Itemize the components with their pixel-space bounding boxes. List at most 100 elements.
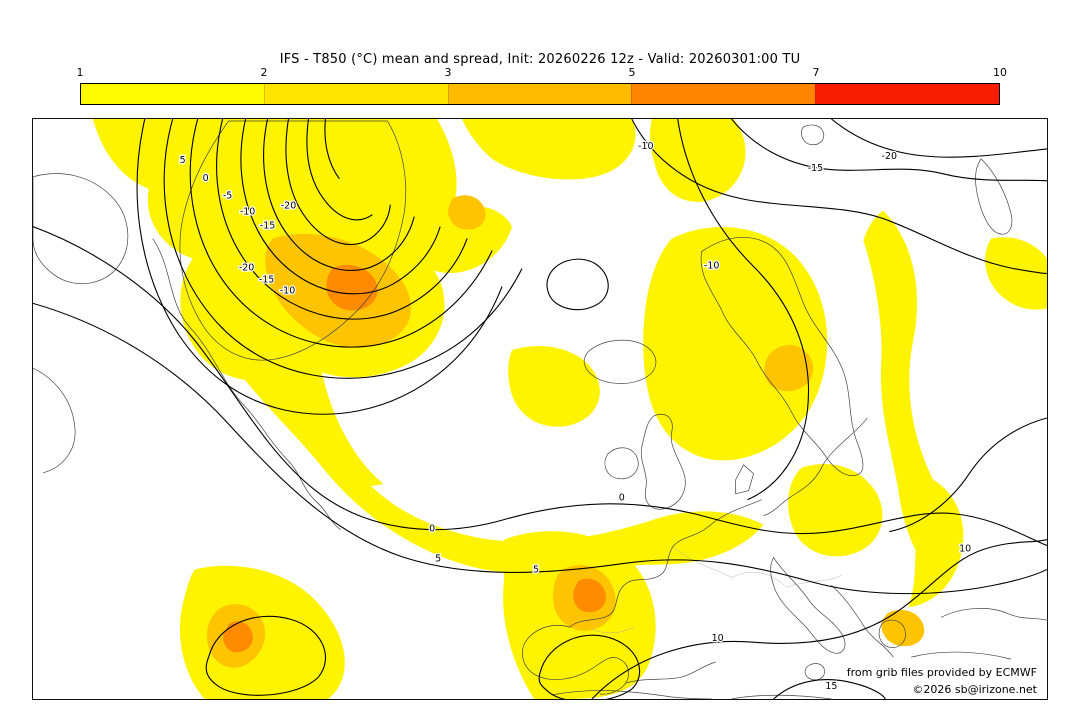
spread-shading-orange — [206, 195, 925, 668]
coastline-italy — [770, 556, 846, 654]
colorbar-tick-row: 1 2 3 5 7 10 — [76, 66, 1008, 83]
contour-line — [285, 119, 391, 246]
contour-label: -20 — [882, 151, 897, 162]
spread-max-spot — [223, 621, 253, 653]
coastline-north-africa — [551, 690, 712, 699]
colorbar-segment — [447, 84, 632, 104]
border-line — [731, 572, 787, 588]
contour-line — [546, 258, 609, 311]
coastline-north-africa-east — [731, 694, 832, 699]
colorbar-tick-label: 3 — [444, 66, 452, 79]
colorbar-tick-label: 7 — [812, 66, 820, 79]
mean-contours — [33, 119, 1047, 699]
contour-line — [831, 119, 1047, 158]
contour-line — [216, 119, 468, 320]
coastline-denmark — [735, 464, 754, 495]
contour-label: -15 — [260, 221, 275, 232]
spread-region — [649, 119, 746, 202]
attribution-copyright: ©2026 sb@irizone.net — [912, 683, 1037, 696]
colorbar-segment — [815, 84, 999, 104]
contour-label: -15 — [808, 163, 823, 174]
spread-colorbar: 1 2 3 5 7 10 — [76, 66, 1008, 105]
coastline-iceland — [583, 339, 657, 384]
chart-title: IFS - T850 (°C) mean and spread, Init: 2… — [279, 52, 801, 67]
coastline-britain — [640, 414, 686, 510]
coastline-svalbard — [801, 124, 825, 145]
colorbar-segment — [263, 84, 448, 104]
contour-label: -20 — [239, 262, 254, 273]
contour-line — [263, 119, 415, 271]
colorbar-segment — [631, 84, 816, 104]
border-line — [786, 575, 842, 588]
coastline-labrador — [152, 238, 341, 530]
contour-label: -20 — [281, 201, 296, 212]
coastline-turkey — [911, 651, 1012, 660]
coastline-ireland — [604, 447, 639, 480]
coastlines — [33, 120, 1047, 699]
weather-map-svg: 5 0 -5 -10 -15 -20 -20 -15 -10 -10 -10 -15 -20 0 5 5 0 10… — [33, 119, 1047, 699]
contour-line — [889, 417, 1047, 533]
coastline-hudson — [33, 367, 76, 474]
contour-label: 5 — [533, 564, 539, 575]
coastline-scandinavia — [700, 237, 864, 476]
contour-line — [677, 119, 809, 501]
contour-label: -10 — [280, 285, 295, 296]
contour-line — [163, 119, 523, 379]
contour-label: -15 — [259, 274, 274, 285]
coastline-baffin — [33, 173, 129, 284]
contour-label: -10 — [704, 260, 719, 271]
contour-line — [33, 302, 1047, 595]
coastline-greenland — [179, 120, 407, 361]
contour-line — [306, 119, 373, 221]
colorbar-tick-label: 1 — [76, 66, 84, 79]
spread-region — [788, 463, 883, 557]
contour-line — [240, 119, 441, 295]
contour-label: 5 — [180, 155, 186, 166]
spread-core — [881, 609, 925, 647]
colorbar-segment — [81, 84, 264, 104]
contour-label: -5 — [223, 191, 232, 202]
contour-line — [189, 119, 493, 348]
contour-line — [631, 119, 1047, 275]
spread-core — [764, 345, 814, 392]
contour-labels: 5 0 -5 -10 -15 -20 -20 -15 -10 -10 -10 -15 -20 0 5 5 0 10… — [178, 140, 972, 694]
contour-line — [324, 119, 340, 180]
contour-line — [773, 679, 886, 699]
contour-line — [205, 615, 327, 696]
contour-label: -10 — [240, 207, 255, 218]
contour-label: 10 — [712, 633, 724, 644]
colorbar-tick-label: 5 — [628, 66, 636, 79]
contour-label: 0 — [429, 524, 435, 535]
contour-label: 0 — [619, 493, 625, 504]
contour-line — [136, 119, 503, 415]
country-borders — [591, 547, 842, 634]
spread-max-spot — [573, 578, 606, 613]
spread-core — [448, 195, 486, 230]
spread-shading-deep-orange — [223, 264, 606, 653]
contour-label: 10 — [959, 544, 971, 555]
contour-label: 5 — [435, 553, 441, 564]
contour-label: -10 — [638, 141, 653, 152]
colorbar-bar — [80, 83, 1000, 105]
colorbar-tick-label: 2 — [260, 66, 268, 79]
coastline-novaya-zemlya — [975, 158, 1013, 235]
spread-region — [508, 345, 600, 427]
contour-line — [731, 119, 1047, 182]
attribution-provider: from grib files provided by ECMWF — [846, 666, 1037, 679]
coastline-mediterranean — [625, 661, 716, 684]
coastline-sicily — [804, 663, 825, 681]
coastline-baltic — [763, 417, 868, 516]
coastline-black-sea — [941, 608, 1047, 621]
contour-label: 15 — [825, 681, 837, 692]
spread-region — [643, 226, 828, 461]
contour-line — [538, 634, 641, 699]
spread-region — [863, 210, 948, 580]
spread-max-spot — [326, 264, 378, 311]
spread-region — [985, 237, 1047, 310]
map-frame: 5 0 -5 -10 -15 -20 -20 -15 -10 -10 -10 -15 -20 0 5 5 0 10… — [32, 118, 1048, 700]
contour-label: 0 — [203, 173, 209, 184]
spread-region — [462, 119, 636, 180]
coastline-west-europe — [569, 499, 762, 628]
coastline-greece — [878, 619, 906, 648]
